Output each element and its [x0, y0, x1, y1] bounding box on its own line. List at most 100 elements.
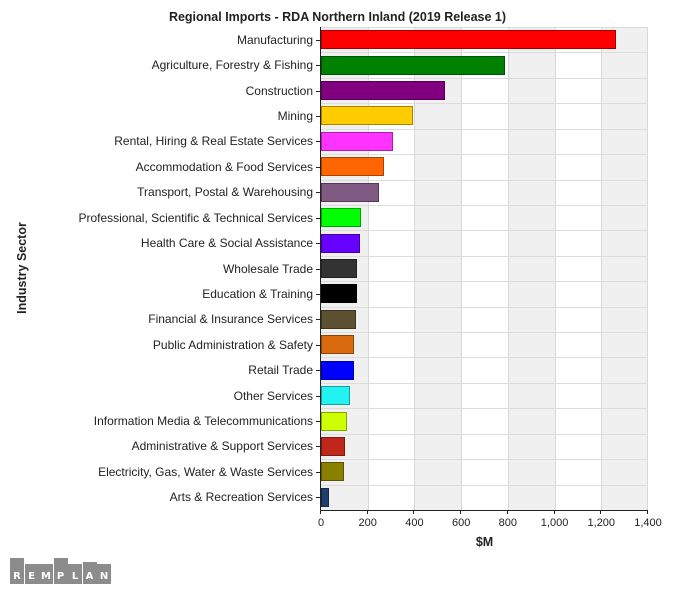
- grid-band: [554, 27, 602, 510]
- category-label: Health Care & Social Assistance: [140, 236, 313, 251]
- bar[interactable]: [321, 309, 356, 329]
- horizontal-gridline: [321, 383, 648, 384]
- chart-title: Regional Imports - RDA Northern Inland (…: [168, 10, 507, 24]
- x-axis-title: $M: [475, 535, 494, 549]
- x-tick-mark: [320, 510, 321, 514]
- horizontal-gridline: [321, 357, 648, 358]
- bar[interactable]: [321, 131, 393, 151]
- category-label: Professional, Scientific & Technical Ser…: [78, 210, 313, 225]
- y-tick-mark: [316, 91, 320, 92]
- vertical-gridline: [554, 27, 556, 510]
- y-tick-mark: [316, 472, 320, 473]
- logo-block: [24, 564, 39, 584]
- vertical-gridline: [367, 27, 369, 510]
- x-tick-label: 200: [358, 517, 377, 529]
- y-axis-line: [320, 27, 321, 511]
- category-label: Information Media & Telecommunications: [93, 414, 313, 429]
- y-tick-mark: [316, 192, 320, 193]
- vertical-gridline: [601, 27, 603, 510]
- x-tick-mark: [506, 510, 508, 514]
- bar[interactable]: [321, 462, 345, 482]
- bar[interactable]: [321, 233, 361, 253]
- y-tick-mark: [316, 141, 320, 142]
- bar[interactable]: [321, 335, 355, 355]
- x-tick-mark: [553, 510, 555, 514]
- horizontal-gridline: [321, 205, 648, 206]
- grid-band: [461, 27, 508, 510]
- category-label: Wholesale Trade: [222, 261, 313, 276]
- horizontal-gridline: [321, 256, 648, 257]
- bar[interactable]: [321, 157, 385, 177]
- vertical-gridline: [414, 27, 416, 510]
- y-tick-mark: [316, 116, 320, 117]
- y-tick-mark: [316, 218, 320, 219]
- bar[interactable]: [321, 386, 351, 406]
- x-tick-label: 1,000: [540, 517, 569, 529]
- logo-letter: E: [28, 571, 35, 582]
- y-tick-mark: [316, 243, 320, 244]
- bar[interactable]: [321, 487, 329, 507]
- x-tick-mark: [647, 510, 648, 514]
- logo-block: [97, 564, 111, 584]
- bar[interactable]: [321, 436, 346, 456]
- category-label: Manufacturing: [236, 32, 313, 47]
- bar[interactable]: [321, 106, 414, 126]
- bar[interactable]: [321, 208, 362, 228]
- horizontal-gridline: [321, 78, 648, 79]
- y-tick-mark: [316, 396, 320, 397]
- plot-area: [321, 27, 648, 511]
- bar[interactable]: [321, 411, 348, 431]
- vertical-gridline: [647, 27, 648, 510]
- vertical-gridline: [507, 27, 509, 510]
- category-label: Agriculture, Forestry & Fishing: [151, 58, 313, 73]
- logo-letter: P: [56, 571, 65, 582]
- bar[interactable]: [321, 30, 616, 50]
- y-tick-mark: [316, 319, 320, 320]
- category-label: Administrative & Support Services: [131, 439, 313, 454]
- y-tick-mark: [316, 167, 320, 168]
- logo-letter: L: [71, 571, 79, 582]
- y-tick-mark: [316, 446, 320, 447]
- x-tick-label: 1,400: [634, 517, 662, 529]
- category-label: Accommodation & Food Services: [135, 159, 313, 174]
- category-label: Construction: [245, 83, 313, 98]
- bar[interactable]: [321, 259, 358, 278]
- x-tick-mark: [600, 510, 602, 514]
- vertical-gridline: [461, 27, 463, 510]
- logo-letter: N: [99, 571, 109, 582]
- grid-band: [414, 27, 462, 510]
- x-axis-line: [320, 510, 648, 511]
- horizontal-gridline: [321, 485, 648, 486]
- horizontal-gridline: [321, 434, 648, 435]
- logo-block: [10, 558, 24, 584]
- bar[interactable]: [321, 284, 357, 304]
- horizontal-gridline: [321, 408, 648, 409]
- grid-band: [507, 27, 555, 510]
- x-tick-label: 800: [498, 517, 518, 529]
- horizontal-gridline: [321, 103, 648, 104]
- y-tick-mark: [316, 269, 320, 270]
- horizontal-gridline: [321, 459, 648, 460]
- category-label: Financial & Insurance Services: [148, 312, 313, 327]
- grid-band: [601, 27, 648, 510]
- y-tick-mark: [316, 65, 320, 66]
- y-axis-title: Industry Sector: [15, 222, 29, 314]
- bar[interactable]: [321, 360, 354, 380]
- y-tick-mark: [316, 421, 320, 422]
- horizontal-gridline: [321, 27, 648, 28]
- horizontal-gridline: [321, 52, 648, 53]
- bar[interactable]: [321, 55, 505, 75]
- category-label: Retail Trade: [248, 363, 313, 378]
- y-tick-mark: [316, 497, 320, 498]
- category-label: Arts & Recreation Services: [169, 490, 313, 505]
- category-label: Mining: [277, 108, 313, 123]
- logo-block: [82, 562, 97, 584]
- logo-letter: R: [13, 571, 21, 582]
- logo-letter: M: [41, 571, 51, 582]
- x-tick-mark: [366, 510, 368, 514]
- horizontal-gridline: [321, 180, 648, 181]
- logo-block: [39, 564, 53, 584]
- bar[interactable]: [321, 182, 380, 202]
- category-label: Rental, Hiring & Real Estate Services: [114, 134, 313, 149]
- bar[interactable]: [321, 81, 446, 101]
